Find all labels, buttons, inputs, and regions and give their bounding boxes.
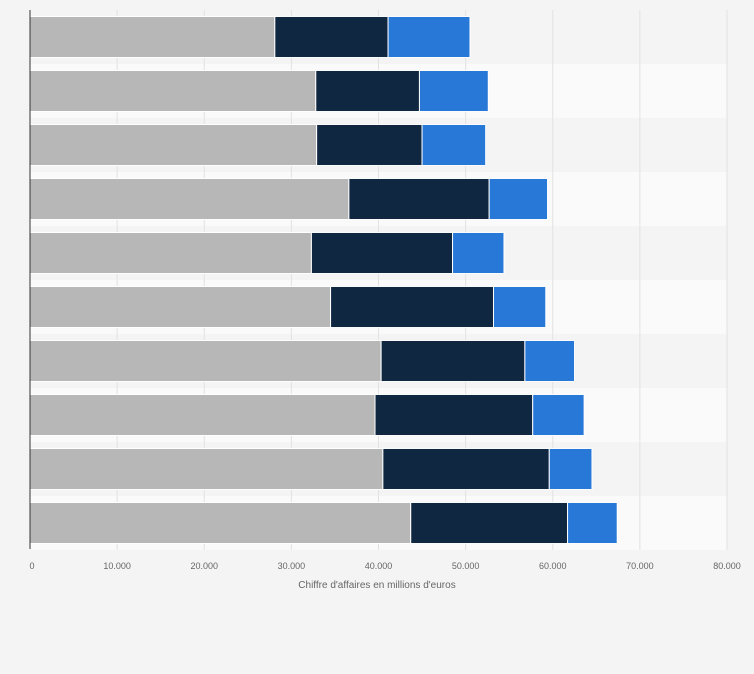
x-tick-label: 30.000 — [278, 561, 306, 571]
bar-segment-series-2 — [274, 15, 389, 59]
bar-segment-series-3 — [524, 339, 576, 383]
bar-segment-series-3 — [493, 285, 547, 329]
x-tick-label: 80.000 — [713, 561, 741, 571]
bar-segment-series-1 — [29, 177, 350, 221]
x-tick-label: 20.000 — [190, 561, 218, 571]
bar-segment-series-3 — [421, 123, 487, 167]
bar-segment-series-2 — [382, 447, 550, 491]
bar-segment-series-2 — [310, 231, 454, 275]
bar-segment-series-3 — [452, 231, 505, 275]
bar-segment-series-3 — [548, 447, 593, 491]
bar-segment-series-3 — [532, 393, 585, 437]
x-tick-label: 50.000 — [452, 561, 480, 571]
bar-segment-series-1 — [29, 123, 318, 167]
x-tick-label: 10.000 — [103, 561, 131, 571]
bar-segment-series-1 — [29, 393, 376, 437]
bar-segment-series-1 — [29, 285, 332, 329]
bar-segment-series-1 — [29, 339, 382, 383]
bar-segment-series-2 — [380, 339, 526, 383]
bar-segment-series-3 — [488, 177, 549, 221]
x-tick-label: 60.000 — [539, 561, 567, 571]
bar-segment-series-2 — [374, 393, 534, 437]
x-axis-ticks: 0 10.000 20.000 30.000 40.000 50.000 60.000 70.… — [29, 561, 740, 571]
bar-segment-series-1 — [29, 15, 276, 59]
bar-segment-series-3 — [387, 15, 471, 59]
bar-segment-series-1 — [29, 69, 317, 113]
bar-segment-series-1 — [29, 447, 384, 491]
bar-segment-series-1 — [29, 501, 412, 545]
bars — [29, 15, 618, 545]
bar-segment-series-3 — [567, 501, 618, 545]
bar-segment-series-3 — [418, 69, 489, 113]
x-tick-label: 40.000 — [365, 561, 393, 571]
bar-segment-series-2 — [316, 123, 423, 167]
bar-segment-series-2 — [410, 501, 569, 545]
x-tick-label: 0 — [29, 561, 34, 571]
bar-segment-series-2 — [330, 285, 495, 329]
x-tick-label: 70.000 — [626, 561, 654, 571]
bar-segment-series-2 — [348, 177, 490, 221]
x-axis-label: Chiffre d'affaires en millions d'euros — [298, 580, 455, 591]
bar-segment-series-2 — [315, 69, 420, 113]
bar-segment-series-1 — [29, 231, 312, 275]
